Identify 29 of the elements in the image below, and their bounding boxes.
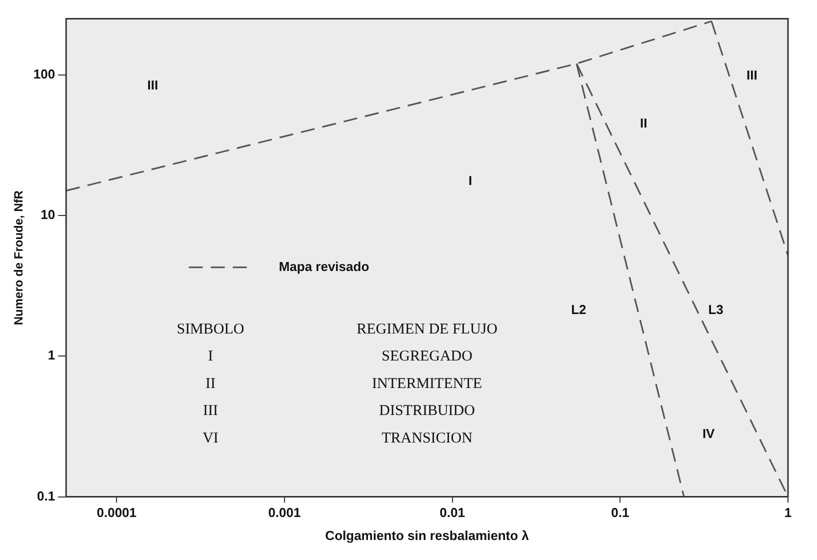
x-tick-label: 0.0001: [96, 505, 136, 520]
annotation: L3: [708, 302, 724, 317]
annotation: II: [640, 116, 648, 131]
annotation: III: [147, 77, 158, 92]
annotation: II: [205, 376, 216, 392]
x-tick-label: 0.1: [611, 505, 630, 520]
y-tick-label: 100: [33, 66, 56, 82]
y-tick-label: 0.1: [37, 488, 56, 504]
annotation: DISTRIBUIDO: [379, 403, 476, 420]
annotation: INTERMITENTE: [372, 376, 482, 392]
legend-label: Mapa revisado: [278, 258, 370, 274]
x-tick-label: 0.001: [268, 505, 301, 520]
x-tick-label: 1: [784, 505, 792, 520]
y-tick-label: 10: [40, 207, 56, 222]
annotation: SEGREGADO: [382, 348, 473, 365]
annotation: TRANSICION: [382, 430, 473, 446]
annotation: III: [202, 403, 218, 420]
annotation: REGIMEN DE FLUJO: [356, 321, 498, 338]
annotation: VI: [202, 430, 218, 446]
x-axis-title: Colgamiento sin resbalamiento λ: [325, 528, 530, 543]
annotation: III: [746, 68, 758, 83]
y-axis-title: Numero de Froude, NfR: [12, 190, 26, 326]
annotation: I: [208, 348, 213, 365]
annotation: SIMBOLO: [176, 321, 244, 338]
y-tick-label: 1: [48, 348, 56, 363]
annotation: IV: [702, 426, 716, 442]
x-tick-label: 0.01: [440, 505, 465, 520]
annotation: L2: [571, 302, 586, 317]
annotation: I: [468, 172, 472, 188]
